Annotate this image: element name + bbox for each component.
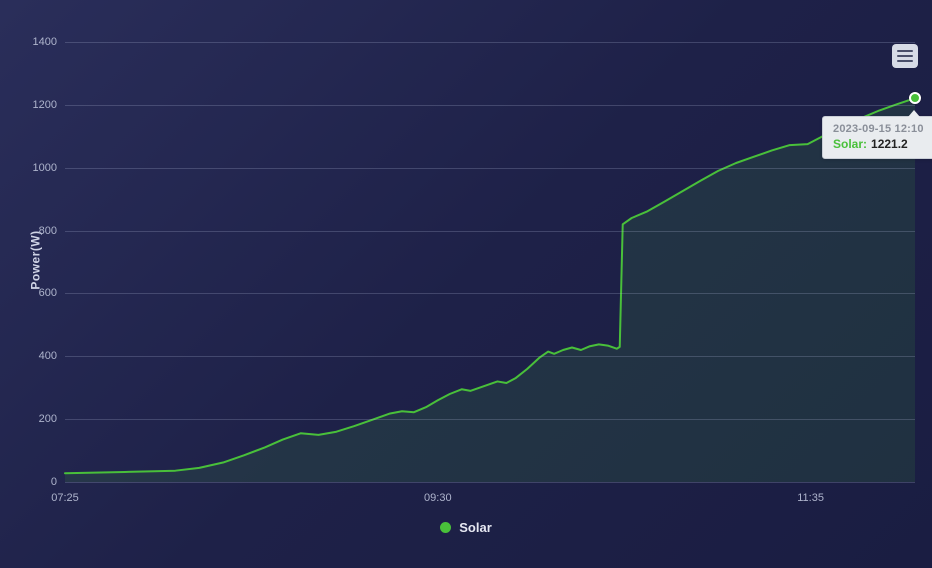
hover-marker — [909, 92, 921, 104]
solar-series-svg — [65, 42, 915, 482]
y-tick-label: 0 — [7, 476, 57, 488]
power-chart: Power(W) Solar 0 200 400 600 800 1000 1200 1400… — [0, 0, 932, 568]
plot-area[interactable] — [65, 42, 915, 482]
y-tick-label: 800 — [7, 225, 57, 237]
y-tick-label: 1000 — [7, 162, 57, 174]
x-tick-label: 07:25 — [51, 492, 79, 504]
legend: Solar — [0, 520, 932, 538]
y-tick-label: 1400 — [7, 36, 57, 48]
legend-label: Solar — [459, 520, 492, 535]
tooltip-timestamp: 2023-09-15 12:10 — [833, 123, 924, 135]
y-axis-title: Power(W) — [29, 230, 43, 289]
gridline — [65, 168, 915, 169]
gridline — [65, 482, 915, 483]
gridline — [65, 293, 915, 294]
y-tick-label: 600 — [7, 287, 57, 299]
x-tick-label: 09:30 — [424, 492, 452, 504]
gridline — [65, 356, 915, 357]
y-tick-label: 1200 — [7, 99, 57, 111]
tooltip-value: 1221.2 — [871, 137, 908, 151]
gridline — [65, 231, 915, 232]
x-tick-label: 11:35 — [797, 492, 824, 504]
legend-dot-icon — [440, 522, 451, 533]
legend-item-solar[interactable]: Solar — [440, 520, 492, 535]
gridline — [65, 419, 915, 420]
tooltip-series-label: Solar: — [833, 137, 867, 151]
tooltip: 2023-09-15 12:10 Solar: 1221.2 — [822, 116, 932, 159]
gridline — [65, 105, 915, 106]
gridline — [65, 42, 915, 43]
solar-area-fill — [65, 98, 915, 482]
y-tick-label: 200 — [7, 413, 57, 425]
y-tick-label: 400 — [7, 350, 57, 362]
